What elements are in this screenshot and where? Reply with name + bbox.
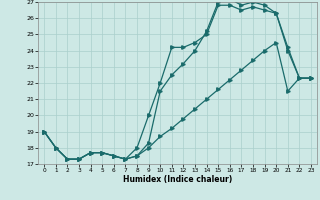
X-axis label: Humidex (Indice chaleur): Humidex (Indice chaleur) (123, 175, 232, 184)
